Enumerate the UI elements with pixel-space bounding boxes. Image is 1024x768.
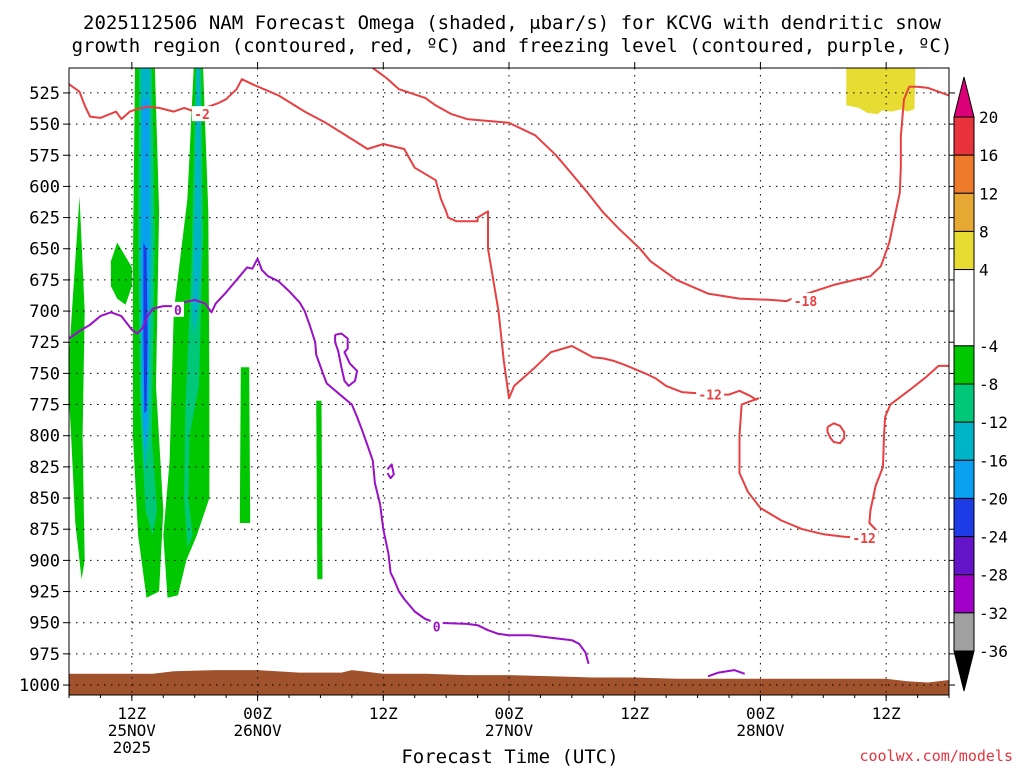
colorbar-top-arrow [953, 76, 975, 118]
omega-region-1 [110, 242, 132, 305]
colorbar-label: -32 [979, 604, 1008, 623]
colorbar-bottom-arrow [953, 650, 975, 692]
omega-region-11 [143, 242, 148, 414]
chart-title-line1: 2025112506 NAM Forecast Omega (shaded, μ… [83, 12, 941, 34]
freezing-contour-0 [69, 257, 590, 665]
chart-title-line2: growth region (contoured, red, ºC) and f… [72, 35, 953, 57]
pressure-tick-label: 900 [29, 551, 60, 571]
colorbar-bin-3 [953, 230, 975, 271]
pressure-tick-label: 825 [29, 458, 60, 478]
contour-label: 0 [174, 304, 182, 319]
colorbar-label: -12 [979, 413, 1008, 432]
contour-label-bg [192, 106, 213, 122]
colorbar-label: 12 [979, 184, 998, 203]
pressure-tick-label: 675 [29, 271, 60, 291]
contour-label: -12 [698, 389, 721, 404]
colorbar-label: 20 [979, 108, 998, 127]
pressure-tick-label: 975 [29, 645, 60, 665]
contour-label-bg [430, 618, 443, 634]
time-tick-label: 12Z [117, 704, 146, 723]
pressure-tick-label: 600 [29, 177, 60, 197]
contour-label: -2 [194, 108, 210, 123]
omega-region-5 [316, 400, 323, 580]
time-tick-label: 00Z [495, 704, 524, 723]
omega-region-4 [239, 367, 251, 523]
pressure-tick-label: 875 [29, 520, 60, 540]
freezing-contour-1 [334, 332, 359, 387]
omega-shading [69, 68, 916, 598]
pressure-tick-label: 550 [29, 115, 60, 135]
pressure-tick-label: 650 [29, 240, 60, 260]
colorbar-bin-5 [953, 345, 975, 385]
omega-region-0 [69, 196, 85, 580]
terrain-fill [69, 670, 949, 695]
pressure-tick-label: 1000 [19, 676, 60, 696]
pressure-tick-label: 950 [29, 614, 60, 634]
time-tick-date: 26NOV [233, 721, 282, 740]
time-tick-date: 28NOV [736, 721, 785, 740]
colorbar-bin-10 [953, 536, 975, 576]
time-tick-label: 12Z [369, 704, 398, 723]
colorbar-bin-8 [953, 459, 975, 499]
colorbar-label: 16 [979, 146, 998, 165]
dgz-contour-2 [826, 422, 846, 445]
colorbar-bin-4 [953, 269, 975, 347]
contour-label: -18 [794, 295, 818, 310]
colorbar-bin-11 [953, 574, 975, 614]
omega-region-9 [192, 68, 201, 336]
credit-text: coolwx.com/models [859, 747, 1013, 765]
colorbar-bin-9 [953, 497, 975, 538]
colorbar-label: -24 [979, 528, 1008, 547]
contour-labels: -2 -18 -12 -12 0 0 [171, 106, 879, 635]
contour-label: 0 [433, 620, 441, 635]
colorbar-label: -28 [979, 566, 1008, 585]
pressure-tick-label: 625 [29, 209, 60, 229]
colorbar: 20 16 12 8 4 -4 -8 -12 -16 -20 -24 -28 -32 -36 [953, 76, 1008, 692]
time-tick-label: 00Z [243, 704, 272, 723]
colorbar-label: 8 [979, 222, 989, 241]
terrain-layer [69, 670, 949, 695]
freezing-contour-2 [386, 463, 395, 480]
pressure-tick-label: 925 [29, 583, 60, 603]
pressure-tick-label: 575 [29, 146, 60, 166]
pressure-tick-label: 525 [29, 84, 60, 104]
x-axis-label: Forecast Time (UTC) [401, 746, 618, 768]
colorbar-label: -36 [979, 642, 1008, 661]
dgz-contour-1 [372, 68, 949, 303]
pressure-tick-label: 800 [29, 427, 60, 447]
colorbar-bin-7 [953, 421, 975, 461]
pressure-tick-label: 775 [29, 396, 60, 416]
colorbar-bin-6 [953, 383, 975, 423]
omega-region-12 [846, 68, 916, 115]
time-tick-label: 12Z [620, 704, 649, 723]
contour-label-bg [696, 386, 725, 402]
time-tick-label: 12Z [872, 704, 901, 723]
colorbar-label: -16 [979, 451, 1008, 470]
pressure-tick-label: 725 [29, 333, 60, 353]
time-tick-year: 2025 [113, 738, 152, 757]
colorbar-bin-1 [953, 154, 975, 194]
colorbar-bin-2 [953, 192, 975, 232]
pressure-axis: 525 550 575 600 625 650 675 700 725 750 775 800 825 8… [19, 84, 955, 696]
freezing-contour-3 [707, 669, 746, 678]
time-tick-date: 27NOV [485, 721, 534, 740]
colorbar-bin-12 [953, 612, 975, 652]
colorbar-bin-0 [953, 116, 975, 156]
pressure-tick-label: 700 [29, 302, 60, 322]
colorbar-label: 4 [979, 261, 989, 280]
time-tick-label: 00Z [746, 704, 775, 723]
contour-label-bg [850, 529, 879, 545]
colorbar-label: -4 [979, 337, 998, 356]
contour-label-bg [791, 293, 820, 309]
colorbar-label: -20 [979, 489, 1008, 508]
contour-label-bg [171, 301, 184, 317]
colorbar-label: -8 [979, 375, 998, 394]
time-tick-date: 25NOV [108, 721, 157, 740]
pressure-tick-label: 750 [29, 364, 60, 384]
pressure-tick-label: 850 [29, 489, 60, 509]
contour-label: -12 [852, 532, 875, 547]
